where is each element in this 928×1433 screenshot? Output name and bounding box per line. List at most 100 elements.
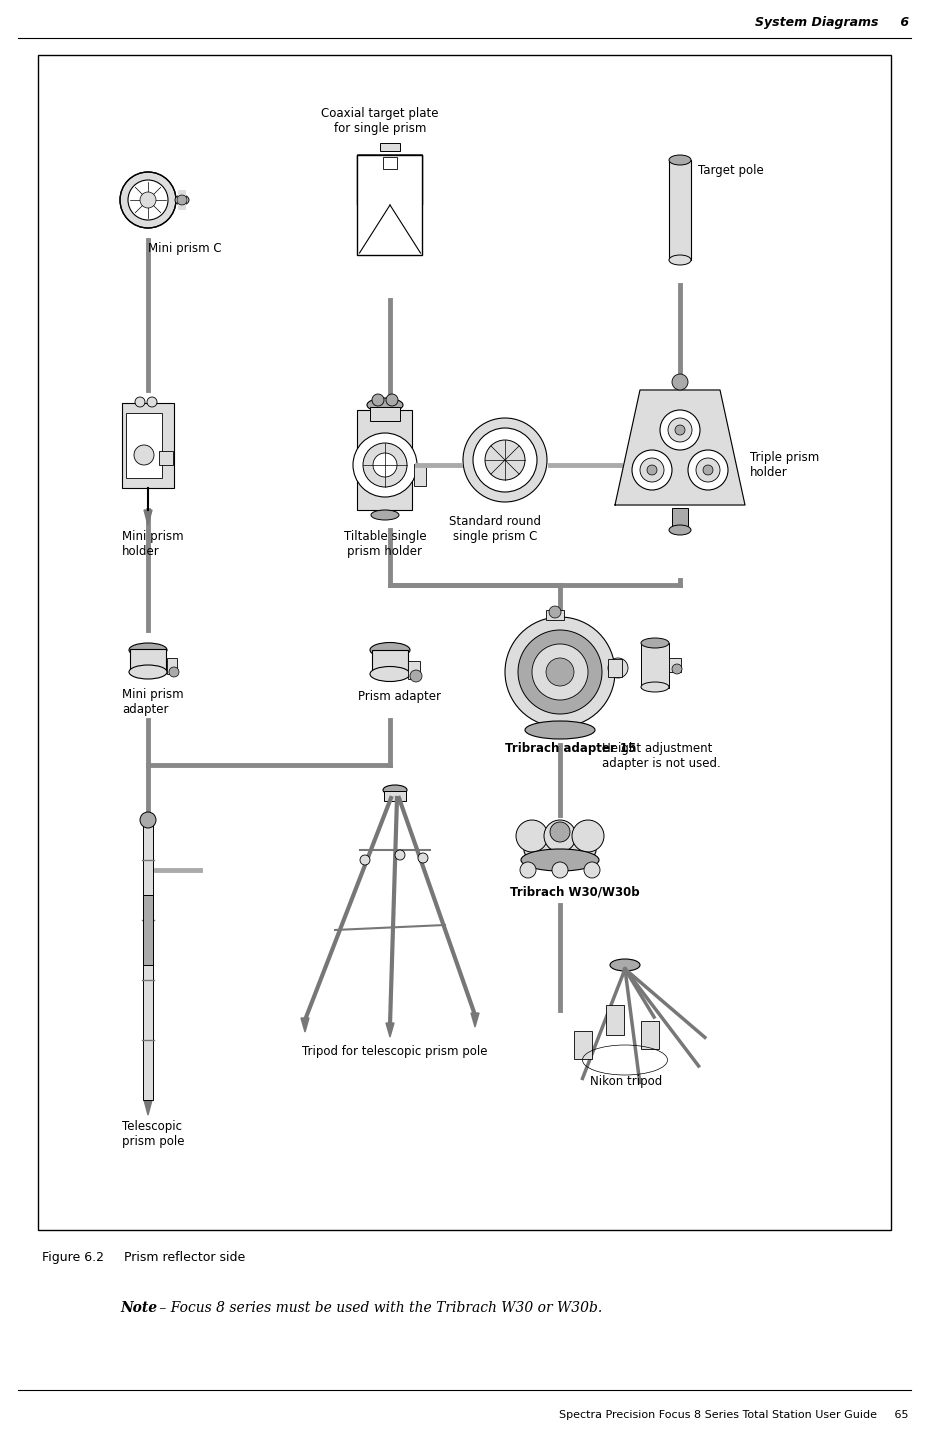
Circle shape [546,658,574,686]
Circle shape [675,426,684,436]
Circle shape [688,450,728,490]
Ellipse shape [524,721,594,739]
Ellipse shape [129,665,167,679]
Bar [640,642,668,688]
Bar [159,451,173,464]
Circle shape [520,863,535,878]
Circle shape [120,172,175,228]
Polygon shape [357,155,390,205]
Circle shape [386,394,397,406]
Ellipse shape [668,155,690,165]
Ellipse shape [370,510,398,520]
Text: Mini prism
adapter: Mini prism adapter [122,688,184,716]
Text: Telescopic
prism pole: Telescopic prism pole [122,1121,185,1148]
Bar [178,191,186,211]
Bar [414,464,426,486]
Bar [167,658,177,674]
Bar [382,158,396,169]
Text: Tripod for telescopic prism pole: Tripod for telescopic prism pole [302,1045,487,1058]
Bar [640,1020,658,1049]
Circle shape [551,863,567,878]
Bar [668,160,690,259]
Bar [605,1005,624,1035]
Bar [574,1030,591,1059]
Circle shape [134,446,154,464]
Bar [126,413,161,477]
Text: System Diagrams     6: System Diagrams 6 [754,16,908,29]
Bar [383,791,406,801]
Ellipse shape [369,642,409,658]
Ellipse shape [523,833,596,867]
Text: Coaxial target plate
for single prism: Coaxial target plate for single prism [321,107,438,135]
Text: Mini prism
holder: Mini prism holder [122,530,184,557]
Circle shape [659,410,699,450]
Bar [357,410,412,510]
Circle shape [373,453,396,477]
Circle shape [128,181,168,221]
Ellipse shape [369,666,409,682]
Circle shape [548,606,561,618]
Bar [407,661,419,679]
Circle shape [631,450,671,490]
Circle shape [702,464,712,474]
Text: Note: Note [120,1301,157,1315]
Circle shape [518,631,601,714]
Circle shape [607,658,627,678]
Polygon shape [301,1017,309,1032]
Polygon shape [614,390,744,504]
Bar [546,610,563,620]
Polygon shape [144,510,152,524]
Bar [607,659,622,676]
Ellipse shape [668,255,690,265]
Ellipse shape [521,848,599,871]
Circle shape [140,813,156,828]
Text: Triple prism
holder: Triple prism holder [749,451,818,479]
Polygon shape [386,1023,393,1037]
Text: Height adjustment
adapter is not used.: Height adjustment adapter is not used. [601,742,720,770]
Circle shape [572,820,603,853]
Circle shape [639,459,664,481]
Circle shape [671,374,688,390]
Circle shape [177,195,187,205]
Circle shape [418,853,428,863]
Ellipse shape [640,638,668,648]
Bar [369,407,400,421]
Text: Tribrach adapter 15: Tribrach adapter 15 [505,742,636,755]
Text: Standard round
single prism C: Standard round single prism C [448,514,540,543]
Text: Prism adapter: Prism adapter [358,691,441,704]
Ellipse shape [174,195,188,205]
Text: Tribrach W30/W30b: Tribrach W30/W30b [509,886,639,898]
Circle shape [584,863,599,878]
Circle shape [409,671,421,682]
Ellipse shape [382,785,406,795]
Circle shape [472,428,536,492]
Circle shape [544,820,575,853]
Circle shape [695,459,719,481]
Text: Target pole: Target pole [697,163,763,176]
Text: Mini prism C: Mini prism C [148,242,222,255]
Text: Nikon tripod: Nikon tripod [589,1075,662,1088]
Bar [671,509,688,527]
Circle shape [169,666,179,676]
Bar [371,651,407,674]
Bar [130,649,166,671]
Circle shape [360,856,369,866]
Circle shape [147,397,157,407]
Circle shape [671,663,681,674]
Circle shape [462,418,547,502]
Bar [38,54,890,1230]
Polygon shape [144,1101,152,1115]
Bar [668,658,680,672]
Circle shape [484,440,524,480]
Circle shape [394,850,405,860]
Text: Tiltable single
prism holder: Tiltable single prism holder [343,530,426,557]
Circle shape [515,820,548,853]
Polygon shape [390,155,422,205]
Ellipse shape [610,959,639,972]
Text: – Focus 8 series must be used with the Tribrach W30 or W30b.: – Focus 8 series must be used with the T… [155,1301,601,1315]
Ellipse shape [129,643,167,656]
Circle shape [532,643,587,699]
Ellipse shape [668,524,690,535]
Circle shape [371,394,383,406]
Bar [122,403,174,487]
